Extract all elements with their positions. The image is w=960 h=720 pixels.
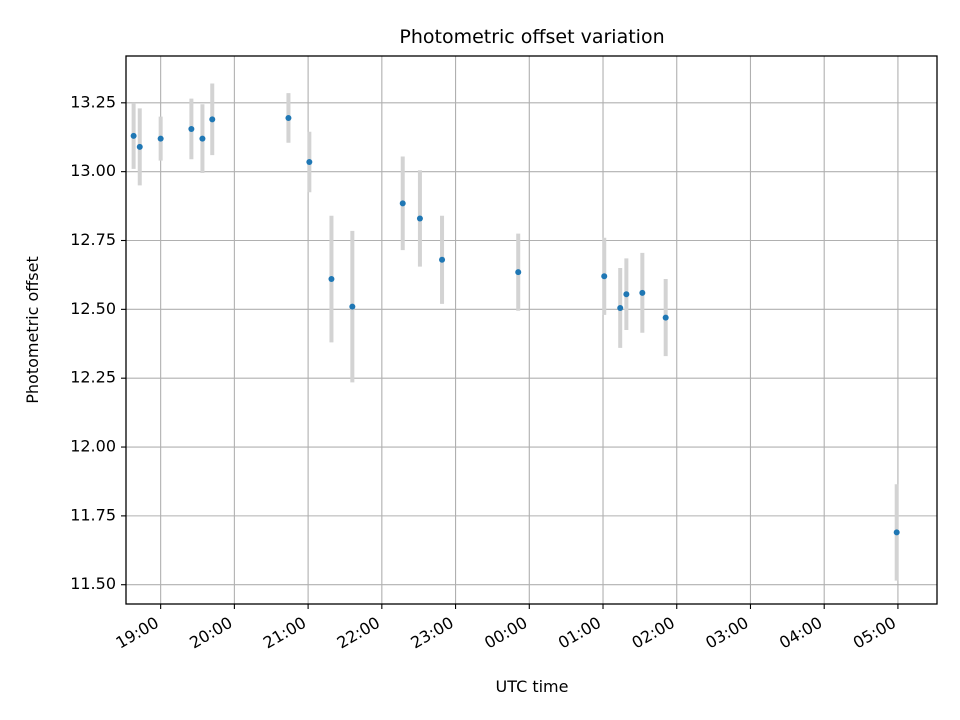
data-point [199, 135, 206, 142]
x-axis-title: UTC time [496, 677, 569, 696]
grid [126, 56, 937, 604]
data-point [306, 159, 313, 166]
x-tick-label: 00:00 [481, 613, 530, 653]
data-point [617, 304, 624, 311]
y-tick-label: 12.00 [70, 437, 116, 456]
data-point [639, 289, 646, 296]
data-point [399, 200, 406, 207]
y-axis: 11.50 11.75 12.00 12.25 12.50 12.75 13.00 13.25 [70, 92, 126, 593]
data-point [601, 273, 608, 280]
y-tick-label: 12.50 [70, 299, 116, 318]
data-point [328, 276, 335, 283]
y-tick-label: 12.25 [70, 368, 116, 387]
y-tick-label: 13.00 [70, 161, 116, 180]
data-point [157, 135, 164, 142]
data-point [439, 256, 446, 263]
x-tick-label: 21:00 [260, 613, 309, 653]
x-tick-label: 22:00 [334, 613, 383, 653]
data-point [130, 132, 137, 139]
y-tick-label: 13.25 [70, 92, 116, 111]
error-bars [131, 83, 899, 581]
x-tick-label: 20:00 [186, 613, 235, 653]
data-point [136, 143, 143, 150]
y-axis-title: Photometric offset [23, 256, 42, 404]
x-tick-label: 19:00 [112, 613, 161, 653]
y-tick-label: 11.75 [70, 505, 116, 524]
x-tick-label: 23:00 [407, 613, 456, 653]
data-point [188, 125, 195, 132]
data-point [623, 291, 630, 298]
chart-title: Photometric offset variation [399, 26, 664, 48]
data-point [209, 116, 216, 123]
x-tick-label: 03:00 [702, 613, 751, 653]
data-points [130, 114, 900, 536]
x-tick-label: 04:00 [776, 613, 825, 653]
y-tick-label: 12.75 [70, 230, 116, 249]
data-point [349, 303, 356, 310]
data-point [893, 529, 900, 536]
data-point [416, 215, 423, 222]
plot-frame [125, 55, 938, 605]
x-tick-label: 05:00 [850, 613, 899, 653]
x-axis: 19:00 20:00 21:00 22:00 23:00 00:00 01:00 02:00… [112, 604, 899, 652]
data-point [662, 314, 669, 321]
data-point [515, 269, 522, 276]
y-tick-label: 11.50 [70, 574, 116, 593]
x-tick-label: 02:00 [629, 613, 678, 653]
x-tick-label: 01:00 [555, 613, 604, 653]
data-point [285, 114, 292, 121]
